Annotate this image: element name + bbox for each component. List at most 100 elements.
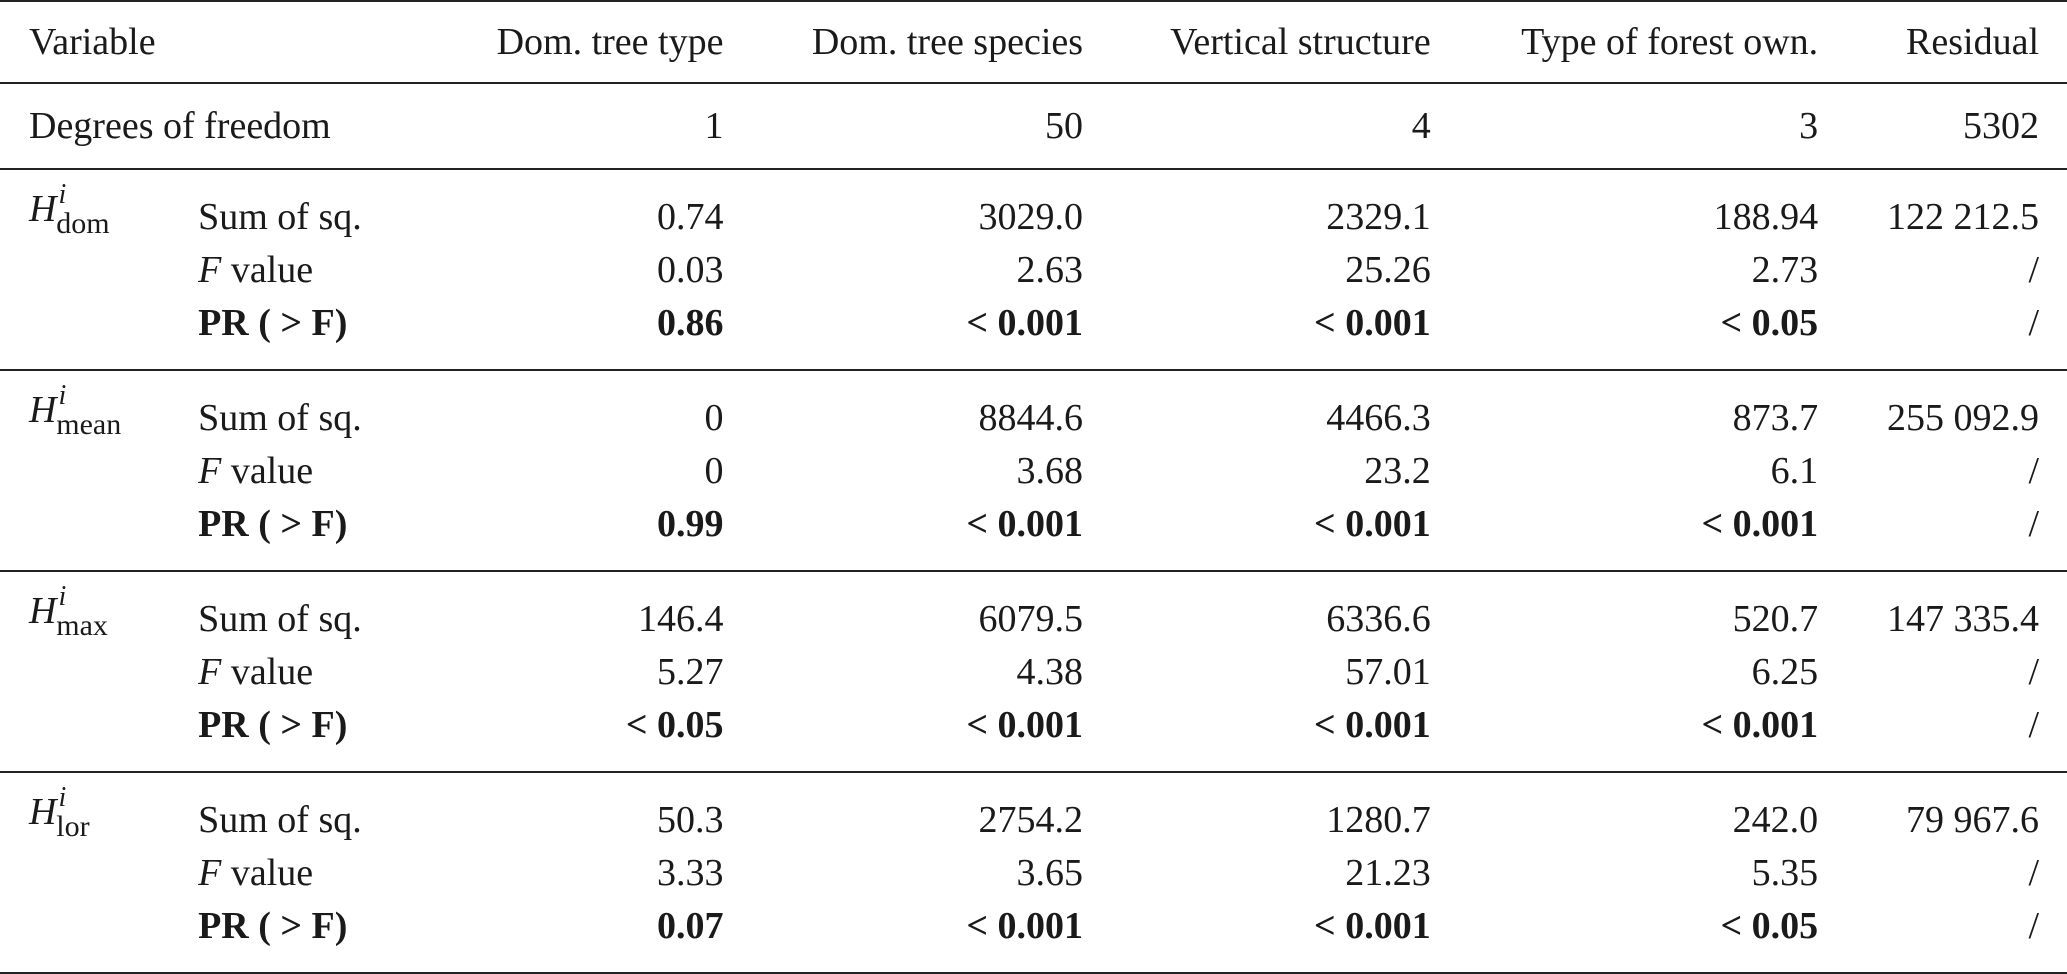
table-row: PR ( > F) < 0.05 < 0.001 < 0.001 < 0.001/ <box>0 698 2067 773</box>
dof-value: 3 <box>1430 83 1819 170</box>
statistic-label: F value <box>198 243 362 296</box>
table-cell: < 0.001 <box>723 296 1084 371</box>
table-row: PR ( > F) 0.99 < 0.001 < 0.001 < 0.001/ <box>0 497 2067 572</box>
table-cell: < 0.001 <box>1430 497 1819 572</box>
table-cell: 0.03 <box>656 248 724 291</box>
statistic-label-text: value <box>221 650 314 693</box>
table-cell: 4.38 <box>1016 650 1084 693</box>
statistic-label-text: value <box>221 248 314 291</box>
header-dom-tree-type: Dom. tree type <box>361 0 724 84</box>
symbol-subscript: lor <box>56 810 90 843</box>
table-cell: 2329.1 <box>1326 195 1431 238</box>
table-cell: < 0.001 <box>1083 497 1431 572</box>
symbol-superscript: i <box>58 581 67 612</box>
table-cell: 0 <box>704 449 724 492</box>
table-cell: 5.35 <box>1751 851 1819 894</box>
groups-body: Hidom Sum of sq. 0.74 3029.0 2329.1 188.94 122… <box>0 169 2067 974</box>
table-row: Hidom Sum of sq. 0.74 3029.0 2329.1 188.94 122… <box>0 169 2067 243</box>
header-vertical-structure: Vertical structure <box>1083 0 1431 84</box>
table-row: F value 5.27 4.38 57.01 6.25 / <box>0 645 2067 698</box>
symbol-subscript: max <box>56 609 108 642</box>
statistic-label-text: PR ( > F) <box>198 301 348 344</box>
table-cell: 6079.5 <box>978 597 1084 640</box>
table-cell: 21.23 <box>1345 851 1431 894</box>
table-cell: 3.33 <box>656 851 724 894</box>
dof-value: 5302 <box>1818 83 2067 170</box>
table-cell: 3.68 <box>1016 449 1084 492</box>
table-cell: 122 212.5 <box>1887 195 2039 238</box>
table-cell: 146.4 <box>637 597 724 640</box>
table-cell: / <box>2028 851 2039 894</box>
empty-cell <box>0 444 198 497</box>
table-cell: 4466.3 <box>1326 396 1431 439</box>
table-cell: 6336.6 <box>1326 597 1431 640</box>
table-cell: 3029.0 <box>978 195 1084 238</box>
header-row: Variable Dom. tree type Dom. tree specie… <box>0 0 2067 84</box>
table-cell: / <box>1818 698 2067 773</box>
table-cell: 2.73 <box>1751 248 1819 291</box>
table-cell: < 0.05 <box>1430 296 1819 371</box>
table-cell: / <box>2028 650 2039 693</box>
table-cell: 0.07 <box>361 899 724 974</box>
statistic-label-text: value <box>221 449 314 492</box>
table-cell: 0.86 <box>361 296 724 371</box>
table-cell: 79 967.6 <box>1906 798 2039 841</box>
empty-cell <box>0 296 199 371</box>
table-cell: 188.94 <box>1713 195 1819 238</box>
dof-value: 4 <box>1083 83 1431 170</box>
variable-symbol: Hilor <box>0 772 198 846</box>
symbol-base: H <box>29 791 57 833</box>
table-cell: 6.25 <box>1751 650 1819 693</box>
empty-cell <box>0 243 198 296</box>
table-cell: 1280.7 <box>1326 798 1431 841</box>
table-cell: / <box>2028 449 2039 492</box>
table-row: Himean Sum of sq. 0 8844.6 4466.3 873.7 255 09… <box>0 370 2067 444</box>
table-cell: 3.65 <box>1016 851 1084 894</box>
table-cell: < 0.001 <box>1430 698 1819 773</box>
statistic-label: Sum of sq. <box>198 772 362 846</box>
dof-value: 1 <box>361 83 724 170</box>
table-cell: < 0.001 <box>1083 899 1431 974</box>
table-row: F value 0 3.68 23.2 6.1 / <box>0 444 2067 497</box>
variable-symbol: Himean <box>0 370 198 444</box>
table-row: PR ( > F) 0.86 < 0.001 < 0.001 < 0.05/ <box>0 296 2067 371</box>
table-cell: < 0.001 <box>1083 296 1431 371</box>
statistic-label-text: Sum of sq. <box>198 798 362 841</box>
table-cell: 5.27 <box>656 650 724 693</box>
empty-cell <box>0 698 199 773</box>
empty-cell <box>0 899 199 974</box>
statistic-label: PR ( > F) <box>198 698 362 773</box>
variable-symbol: Himax <box>0 571 198 645</box>
statistic-label: Sum of sq. <box>198 370 362 444</box>
symbol-base: H <box>29 188 57 230</box>
table-cell: 520.7 <box>1732 597 1819 640</box>
statistic-label-text: PR ( > F) <box>198 703 348 746</box>
symbol-superscript: i <box>58 782 67 813</box>
table-cell: 2.63 <box>1016 248 1084 291</box>
symbol-base: H <box>29 389 57 431</box>
statistic-label-text: value <box>221 851 314 894</box>
statistic-label-text: Sum of sq. <box>198 597 362 640</box>
table-cell: / <box>1818 899 2067 974</box>
table-cell: 0.99 <box>361 497 724 572</box>
table-cell: 25.26 <box>1345 248 1431 291</box>
statistic-label-symbol: F <box>198 248 222 291</box>
header-variable: Variable <box>0 0 362 84</box>
table-cell: / <box>1818 296 2067 371</box>
statistic-label: Sum of sq. <box>198 571 362 645</box>
empty-cell <box>0 645 198 698</box>
dof-label: Degrees of freedom <box>0 83 362 170</box>
header-dom-tree-species: Dom. tree species <box>723 0 1084 84</box>
statistic-label-text: Sum of sq. <box>198 396 362 439</box>
table-cell: 6.1 <box>1770 449 1819 492</box>
statistic-label: PR ( > F) <box>198 296 362 371</box>
table-cell: 242.0 <box>1732 798 1819 841</box>
table-cell: 2754.2 <box>978 798 1084 841</box>
table-cell: 0 <box>704 396 724 439</box>
statistic-label: Sum of sq. <box>198 169 362 243</box>
table-cell: 147 335.4 <box>1887 597 2039 640</box>
dof-value: 50 <box>723 83 1084 170</box>
table-cell: 873.7 <box>1732 396 1819 439</box>
table-cell: < 0.001 <box>723 698 1084 773</box>
statistic-label-text: PR ( > F) <box>198 502 348 545</box>
